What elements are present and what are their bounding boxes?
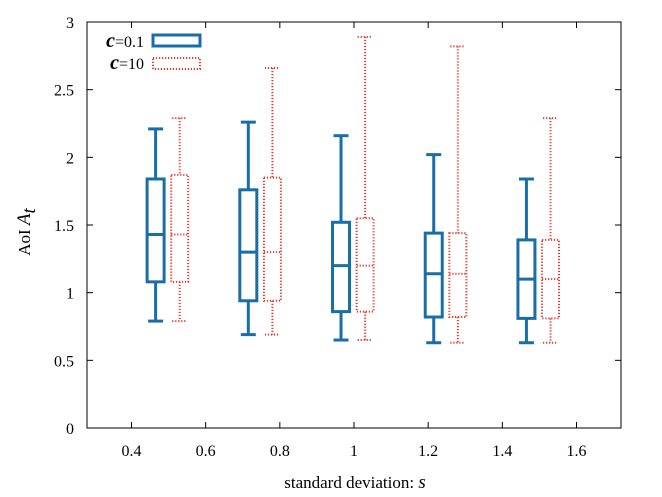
iqr-box: [170, 173, 190, 283]
x-tick-label: 1.6: [567, 443, 587, 460]
y-axis-label: AoI At: [14, 207, 40, 255]
x-axis-label-symbol: s: [418, 472, 425, 493]
legend: c=0.1 c=10: [106, 30, 202, 74]
box-s1-2: [238, 120, 259, 337]
plot-frame-border: [86, 21, 622, 429]
box-s2-4: [448, 45, 468, 344]
legend-entry-2-label: c=10: [110, 52, 144, 74]
legend-entry-1-swatch: [151, 33, 202, 48]
iqr-box: [448, 232, 468, 319]
y-tick-label: 2.5: [54, 83, 74, 100]
box-s2-2: [262, 67, 282, 336]
y-axis-label-subscript: t: [19, 207, 40, 213]
box-s2-3: [355, 35, 375, 342]
box-s2-1: [170, 117, 190, 323]
box-s1-3: [331, 134, 352, 342]
x-tick-label: 0.8: [270, 443, 290, 460]
axis-ticks: 0.4 0.6 0.8 1 1.2 1.4 1.6 0 0.5 1 1.5 2 2.5 3: [54, 15, 621, 460]
iqr-box: [541, 238, 561, 320]
y-axis-label-symbol: A: [14, 213, 35, 227]
box-s1-1: [145, 127, 166, 323]
y-tick-label: 0: [66, 421, 74, 438]
x-axis-label: standard deviation: s: [284, 472, 425, 493]
x-axis-label-text: standard deviation:: [284, 473, 418, 492]
y-tick-label: 0.5: [54, 353, 74, 370]
legend-entry-2-symbol: c: [110, 52, 119, 74]
iqr-box: [238, 188, 259, 303]
x-tick-label: 0.6: [196, 443, 216, 460]
iqr-box: [145, 177, 166, 284]
x-tick-label: 0.4: [122, 443, 142, 460]
y-tick-label: 2: [66, 150, 74, 167]
legend-entry-1-value: =0.1: [115, 34, 144, 51]
y-axis-label-text: AoI: [15, 225, 34, 256]
iqr-box: [262, 176, 282, 302]
y-tick-label: 3: [66, 15, 74, 32]
x-tick-label: 1.2: [418, 443, 438, 460]
box-s2-5: [541, 117, 561, 344]
plot-frame: [86, 21, 622, 429]
x-tick-label: 1.4: [492, 443, 512, 460]
iqr-box: [355, 217, 375, 313]
legend-entry-1-symbol: c: [106, 30, 115, 52]
box-s1-4: [423, 153, 444, 345]
legend-entry-2-swatch: [152, 57, 201, 70]
box-series: [145, 35, 561, 345]
legend-entry-2-value: =10: [119, 56, 144, 73]
legend-entry-1-label: c=0.1: [106, 30, 144, 52]
x-tick-label: 1: [350, 443, 358, 460]
box-s1-5: [516, 177, 537, 345]
y-tick-label: 1.5: [54, 218, 74, 235]
y-tick-label: 1: [66, 286, 74, 303]
